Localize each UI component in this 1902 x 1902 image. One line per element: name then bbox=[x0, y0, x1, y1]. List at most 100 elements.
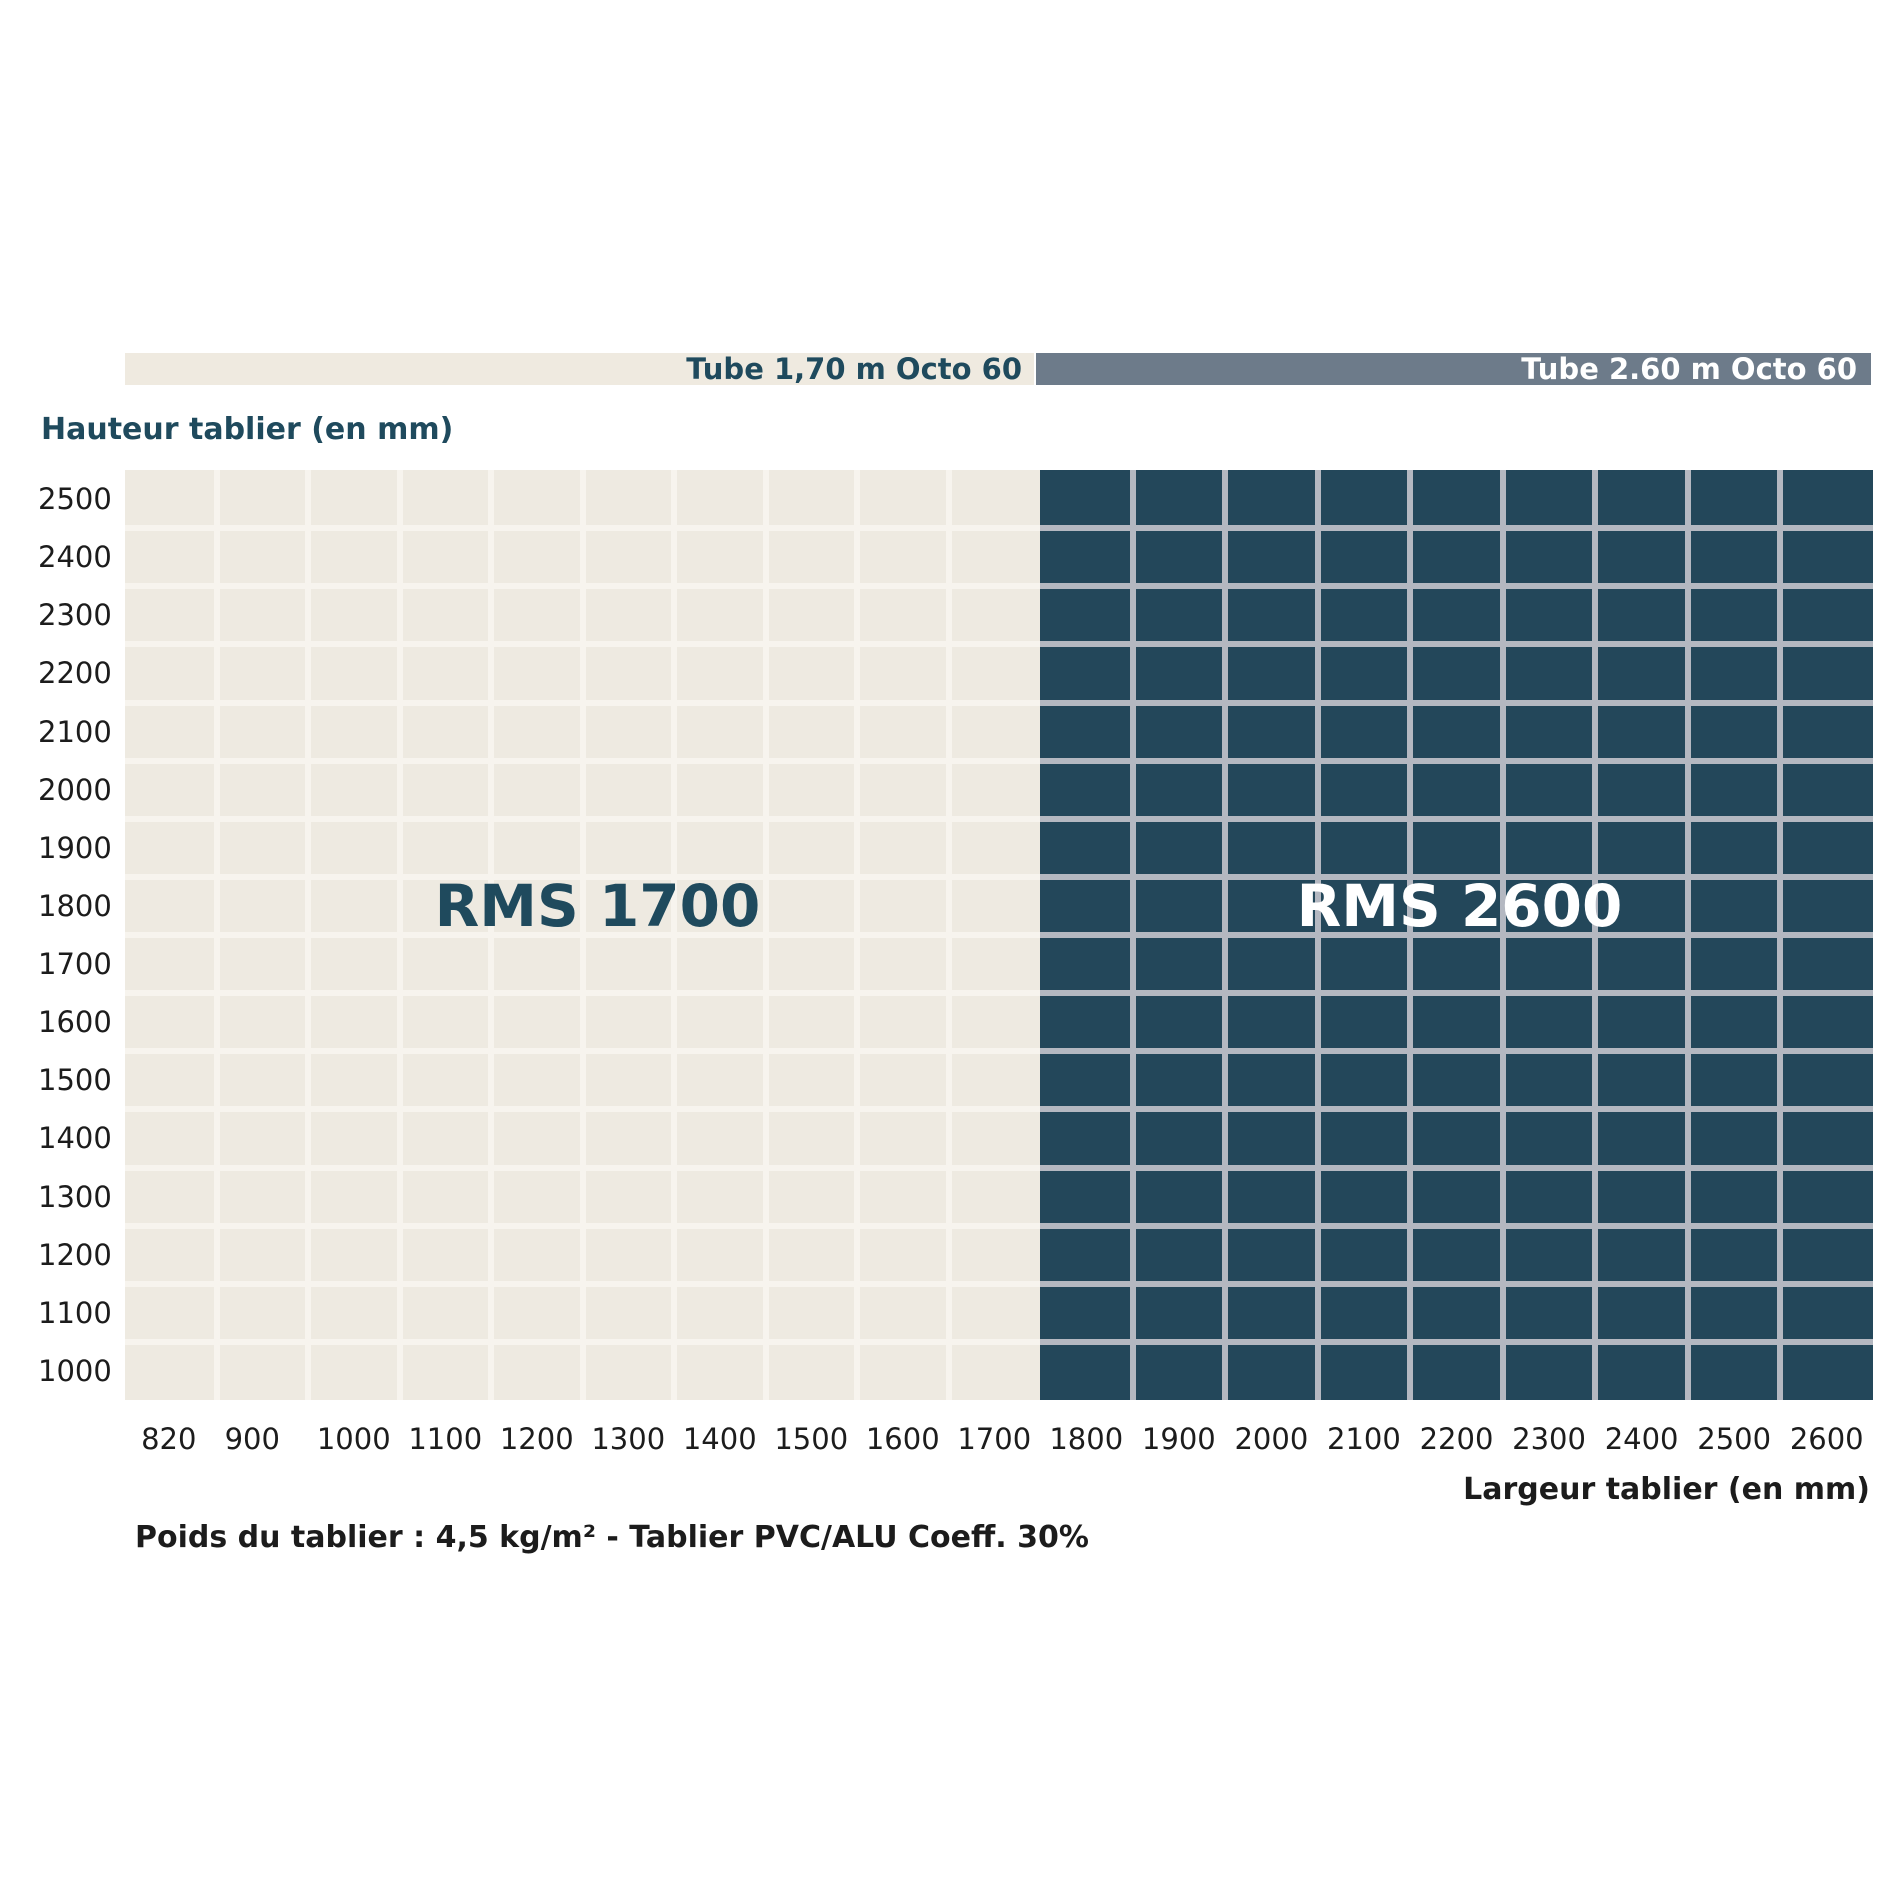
cell-1700x1200 bbox=[951, 1228, 1040, 1281]
cell-1200x2400 bbox=[494, 531, 580, 584]
cell-1900x1300 bbox=[1135, 1170, 1223, 1223]
cell-820x1600 bbox=[125, 996, 214, 1049]
cell-1600x1300 bbox=[860, 1170, 946, 1223]
cell-1000x2100 bbox=[311, 705, 397, 758]
cell-2400x1800 bbox=[1598, 879, 1685, 932]
cell-1800x1300 bbox=[1040, 1170, 1130, 1223]
cell-2200x2500 bbox=[1413, 470, 1500, 526]
cell-2600x1300 bbox=[1783, 1170, 1873, 1223]
cell-1700x1400 bbox=[951, 1112, 1040, 1165]
cell-900x1700 bbox=[219, 938, 305, 991]
cell-1400x2500 bbox=[677, 470, 763, 526]
cell-1100x2300 bbox=[402, 589, 488, 642]
cell-820x2200 bbox=[125, 647, 214, 700]
cell-1800x1200 bbox=[1040, 1228, 1130, 1281]
cell-1000x1300 bbox=[311, 1170, 397, 1223]
cell-2500x1600 bbox=[1690, 996, 1778, 1049]
x-tick-1700: 1700 bbox=[957, 1422, 1032, 1456]
cell-1900x1900 bbox=[1135, 821, 1223, 874]
cell-1600x1000 bbox=[860, 1344, 946, 1400]
cell-2200x1900 bbox=[1413, 821, 1500, 874]
cell-1000x1600 bbox=[311, 996, 397, 1049]
cell-1900x1400 bbox=[1135, 1112, 1223, 1165]
cell-1600x2400 bbox=[860, 531, 946, 584]
cell-1100x2200 bbox=[402, 647, 488, 700]
cell-2300x1500 bbox=[1505, 1054, 1593, 1107]
cell-1200x1700 bbox=[494, 938, 580, 991]
cell-2400x1500 bbox=[1598, 1054, 1685, 1107]
cell-2200x1100 bbox=[1413, 1286, 1500, 1339]
y-tick-1400: 1400 bbox=[38, 1121, 112, 1156]
x-tick-820: 820 bbox=[141, 1422, 197, 1456]
cell-1500x2400 bbox=[768, 531, 854, 584]
cell-1200x1600 bbox=[494, 996, 580, 1049]
cell-1400x1100 bbox=[677, 1286, 763, 1339]
cell-1800x1800 bbox=[1040, 879, 1130, 932]
cell-1300x1900 bbox=[585, 821, 671, 874]
cell-2300x1100 bbox=[1505, 1286, 1593, 1339]
cell-1600x1600 bbox=[860, 996, 946, 1049]
cell-900x2200 bbox=[219, 647, 305, 700]
cell-2300x1800 bbox=[1505, 879, 1593, 932]
cell-1800x2500 bbox=[1040, 470, 1130, 526]
cell-2400x1600 bbox=[1598, 996, 1685, 1049]
cell-1500x2000 bbox=[768, 763, 854, 816]
cell-1300x2000 bbox=[585, 763, 671, 816]
cell-2100x2500 bbox=[1320, 470, 1408, 526]
cell-2000x1400 bbox=[1228, 1112, 1315, 1165]
cell-900x2300 bbox=[219, 589, 305, 642]
cell-2100x2200 bbox=[1320, 647, 1408, 700]
cell-1200x2300 bbox=[494, 589, 580, 642]
cell-2100x1100 bbox=[1320, 1286, 1408, 1339]
cell-1400x2400 bbox=[677, 531, 763, 584]
cell-2100x1300 bbox=[1320, 1170, 1408, 1223]
cell-1100x1100 bbox=[402, 1286, 488, 1339]
cell-1500x1700 bbox=[768, 938, 854, 991]
cell-2200x1300 bbox=[1413, 1170, 1500, 1223]
cell-1700x1500 bbox=[951, 1054, 1040, 1107]
cell-2000x1000 bbox=[1228, 1344, 1315, 1400]
x-tick-1100: 1100 bbox=[408, 1422, 483, 1456]
cell-1100x2100 bbox=[402, 705, 488, 758]
cell-1000x1100 bbox=[311, 1286, 397, 1339]
cell-1200x1000 bbox=[494, 1344, 580, 1400]
cell-2600x1400 bbox=[1783, 1112, 1873, 1165]
cell-1800x1000 bbox=[1040, 1344, 1130, 1400]
cell-2600x1500 bbox=[1783, 1054, 1873, 1107]
cell-820x1100 bbox=[125, 1286, 214, 1339]
x-tick-1500: 1500 bbox=[774, 1422, 849, 1456]
cell-900x1500 bbox=[219, 1054, 305, 1107]
cell-2600x1800 bbox=[1783, 879, 1873, 932]
x-tick-900: 900 bbox=[224, 1422, 280, 1456]
cell-1400x1900 bbox=[677, 821, 763, 874]
cell-2600x1700 bbox=[1783, 938, 1873, 991]
cell-1200x1200 bbox=[494, 1228, 580, 1281]
x-tick-1400: 1400 bbox=[682, 1422, 757, 1456]
cell-1300x1100 bbox=[585, 1286, 671, 1339]
cell-2600x1100 bbox=[1783, 1286, 1873, 1339]
cell-1600x2100 bbox=[860, 705, 946, 758]
x-tick-1900: 1900 bbox=[1141, 1422, 1216, 1456]
cell-2100x2400 bbox=[1320, 531, 1408, 584]
cell-1300x2300 bbox=[585, 589, 671, 642]
cell-1200x2200 bbox=[494, 647, 580, 700]
cell-2100x2000 bbox=[1320, 763, 1408, 816]
cell-2600x2200 bbox=[1783, 647, 1873, 700]
cell-1400x2300 bbox=[677, 589, 763, 642]
cell-1100x2500 bbox=[402, 470, 488, 526]
cell-2200x1800 bbox=[1413, 879, 1500, 932]
cell-900x1300 bbox=[219, 1170, 305, 1223]
cell-1700x1800 bbox=[951, 879, 1040, 932]
x-tick-1800: 1800 bbox=[1049, 1422, 1124, 1456]
cell-1900x2400 bbox=[1135, 531, 1223, 584]
cell-2000x2500 bbox=[1228, 470, 1315, 526]
x-tick-2200: 2200 bbox=[1419, 1422, 1494, 1456]
cell-1400x1800 bbox=[677, 879, 763, 932]
cell-1300x1400 bbox=[585, 1112, 671, 1165]
cell-1600x1700 bbox=[860, 938, 946, 991]
cell-900x1200 bbox=[219, 1228, 305, 1281]
cell-1800x1600 bbox=[1040, 996, 1130, 1049]
cell-2300x1700 bbox=[1505, 938, 1593, 991]
cell-2500x1000 bbox=[1690, 1344, 1778, 1400]
cell-2500x1200 bbox=[1690, 1228, 1778, 1281]
